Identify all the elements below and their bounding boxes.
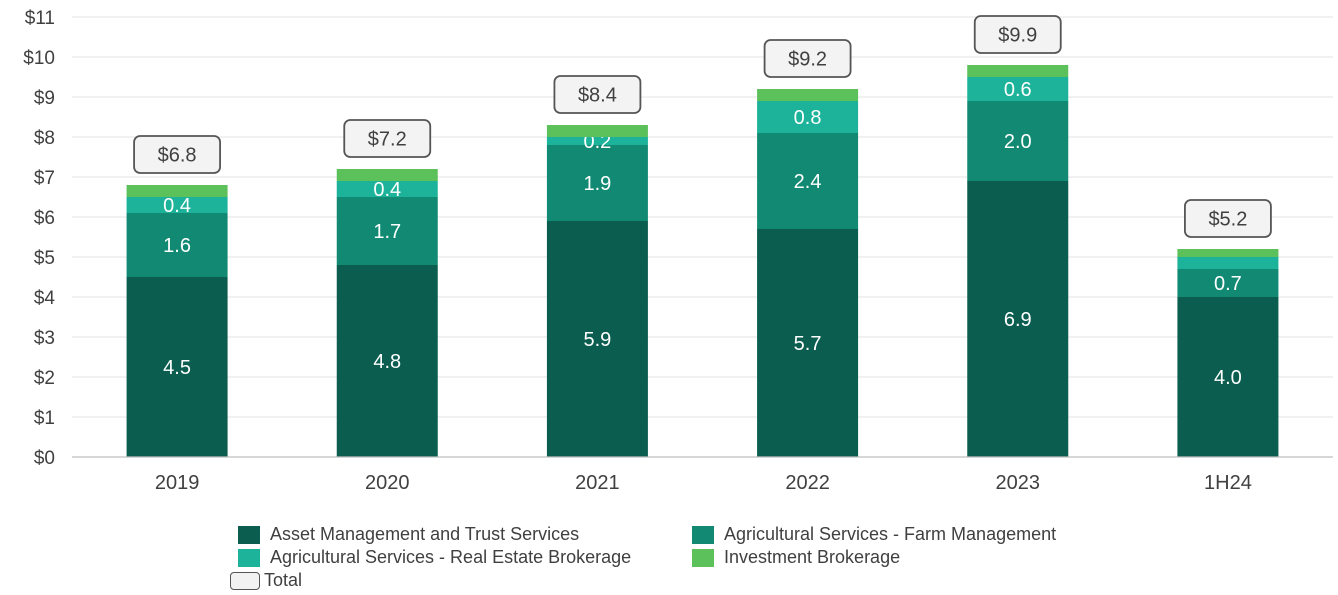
bar-segment-2 — [967, 101, 1069, 181]
total-callout-box — [553, 75, 642, 114]
data-label: 0.6 — [1004, 79, 1032, 101]
y-tick-label: $6 — [34, 208, 55, 229]
bar-segment-4 — [757, 89, 859, 101]
y-tick-label: $2 — [34, 368, 55, 389]
legend-label-farm-management: Agricultural Services - Farm Management — [724, 524, 1057, 544]
bar-segment-4 — [546, 125, 648, 137]
legend-label-investment-brokerage: Investment Brokerage — [724, 547, 901, 567]
y-tick-label: $5 — [34, 248, 55, 269]
total-label: $8.4 — [578, 85, 617, 107]
y-tick-label: $1 — [34, 408, 55, 429]
bar-segment-3 — [757, 101, 859, 133]
total-label: $6.8 — [158, 145, 197, 167]
total-callout-box — [133, 135, 221, 174]
data-label: 0.8 — [794, 107, 822, 129]
y-tick-label: $4 — [34, 288, 56, 309]
total-callout-box — [343, 119, 432, 158]
data-label: 2.0 — [1004, 131, 1032, 153]
data-label: 4.5 — [163, 357, 191, 379]
bar-segment-2 — [757, 133, 859, 229]
bar-segment-1 — [1177, 297, 1279, 457]
legend-swatch-farm-management — [692, 525, 714, 544]
data-label: 4.8 — [373, 351, 401, 373]
y-tick-label: $7 — [34, 168, 55, 189]
bar-segment-1 — [336, 265, 438, 457]
chart-legend: Asset Management and Trust Services Agri… — [230, 522, 1130, 592]
y-tick-label: $9 — [34, 88, 55, 109]
x-tick-label: 2022 — [785, 472, 830, 494]
total-callout-box — [763, 39, 852, 78]
data-label: 0.4 — [163, 195, 191, 217]
y-tick-label: $8 — [34, 128, 55, 149]
data-label: 6.9 — [1004, 309, 1032, 331]
total-callout-box — [1184, 199, 1272, 238]
y-tick-label: $11 — [25, 8, 55, 29]
legend-item-asset-management: Asset Management and Trust Services — [238, 524, 579, 545]
bar-segment-4 — [126, 185, 228, 197]
total-label: $5.2 — [1208, 209, 1247, 231]
bar-segment-3 — [126, 197, 228, 213]
data-label: 5.7 — [794, 333, 822, 355]
bar-segment-2 — [546, 145, 648, 221]
data-label: 0.4 — [373, 179, 401, 201]
legend-swatch-total — [230, 571, 260, 590]
bar-segment-3 — [336, 181, 438, 197]
legend-swatch-asset-management — [238, 525, 260, 544]
x-tick-label: 2019 — [155, 472, 200, 494]
bar-segment-1 — [967, 181, 1069, 457]
total-label: $7.2 — [368, 129, 407, 151]
data-label: 1.9 — [584, 173, 612, 195]
total-label: $9.9 — [998, 25, 1037, 47]
legend-label-asset-management: Asset Management and Trust Services — [270, 524, 580, 544]
x-tick-label: 1H24 — [1204, 472, 1252, 494]
bar-segment-4 — [1177, 249, 1279, 257]
bar-segment-3 — [1177, 257, 1279, 269]
bar-segment-1 — [126, 277, 228, 457]
x-tick-label: 2023 — [996, 472, 1041, 494]
bar-segment-1 — [757, 229, 859, 457]
legend-swatch-investment-brokerage — [692, 548, 714, 567]
legend-item-real-estate-brokerage: Agricultural Services - Real Estate Brok… — [238, 547, 631, 568]
y-tick-label: $10 — [23, 48, 55, 69]
legend-item-total: Total — [230, 570, 302, 591]
total-label: $9.2 — [788, 49, 827, 71]
y-tick-label: $0 — [34, 448, 55, 469]
data-label: 0.7 — [1214, 273, 1242, 295]
data-label: 1.6 — [163, 235, 191, 257]
bar-segment-3 — [546, 137, 648, 145]
data-label: 1.7 — [373, 221, 401, 243]
bar-segment-2 — [336, 197, 438, 265]
legend-swatch-real-estate-brokerage — [238, 548, 260, 567]
data-label: 2.4 — [794, 171, 822, 193]
bar-segment-4 — [336, 169, 438, 181]
x-tick-label: 2020 — [365, 472, 410, 494]
bar-segment-1 — [546, 221, 648, 457]
legend-item-investment-brokerage: Investment Brokerage — [692, 547, 900, 568]
x-tick-label: 2021 — [575, 472, 620, 494]
legend-item-farm-management: Agricultural Services - Farm Management — [692, 524, 1056, 545]
bar-segment-4 — [967, 65, 1069, 77]
total-callout-box — [973, 15, 1062, 54]
bar-segment-2 — [126, 213, 228, 277]
data-label: 4.0 — [1214, 367, 1242, 389]
y-tick-label: $3 — [34, 328, 55, 349]
stacked-bar-chart: $0 $1 $2 $3 $4 $5 $6 $7 $8 $9 $10 $11 4.5 1.6 0.4 $6.8 2… — [23, 8, 1333, 494]
bar-segment-2 — [1177, 269, 1279, 297]
legend-label-total: Total — [264, 570, 303, 590]
bar-segment-3 — [967, 77, 1069, 101]
data-label: 5.9 — [584, 329, 612, 351]
legend-label-real-estate-brokerage: Agricultural Services - Real Estate Brok… — [270, 547, 632, 567]
